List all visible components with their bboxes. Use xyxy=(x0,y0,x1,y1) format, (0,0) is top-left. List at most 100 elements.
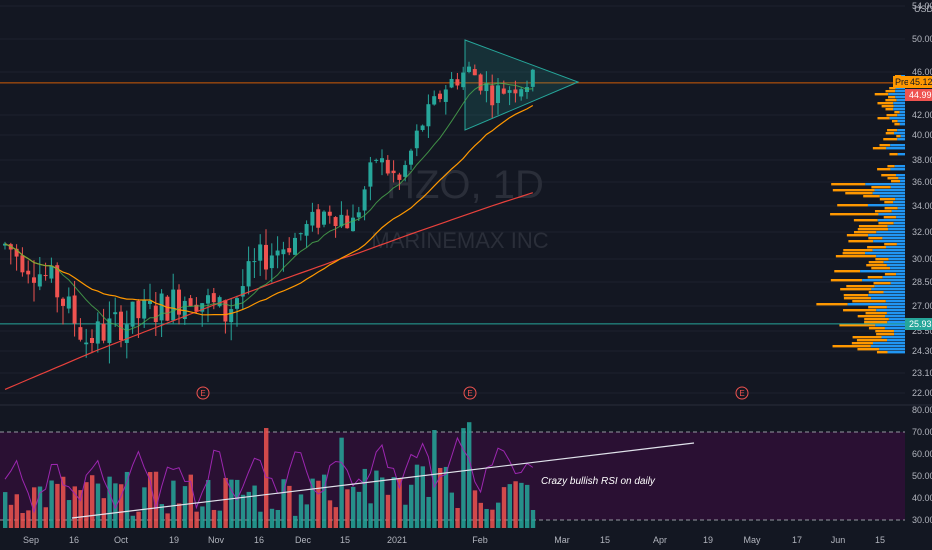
vp-bar-down xyxy=(848,240,874,243)
time-axis[interactable]: Sep 16 Oct 19 Nov 16 Dec 15 2021 Feb Mar 15 Apr 19 May… xyxy=(23,535,885,545)
vp-bar-down xyxy=(891,120,898,123)
vp-bar-down xyxy=(872,147,887,150)
candle-body xyxy=(345,215,350,229)
candle-body xyxy=(200,303,205,312)
volume-bar xyxy=(66,500,72,528)
vp-bar-up xyxy=(900,135,905,138)
candle-body xyxy=(171,289,176,321)
vp-bar-down xyxy=(868,306,887,309)
volume-bar xyxy=(188,474,193,528)
vp-bar-down xyxy=(868,327,885,330)
vp-bar-up xyxy=(886,306,905,309)
vp-bar-down xyxy=(894,111,900,114)
price-pane[interactable]: HZO, 1D MARINEMAX INC E E E xyxy=(0,5,905,400)
volume-bar xyxy=(200,506,205,528)
vp-bar-up xyxy=(900,180,905,183)
price-axis-labels: 54.00 50.00 46.00 42.00 40.00 38.00 36.00 34.00… xyxy=(912,1,932,398)
volume-bar xyxy=(339,437,344,528)
candle-body xyxy=(391,170,396,174)
volume-bar xyxy=(72,486,77,528)
earnings-marker-circle[interactable] xyxy=(463,386,477,400)
earnings-marker-circle[interactable] xyxy=(196,386,210,400)
vp-bar-up xyxy=(878,213,905,216)
candle-body xyxy=(351,217,355,232)
vp-bar-up xyxy=(896,273,905,276)
vp-bar-down xyxy=(840,288,872,291)
vp-bar-down xyxy=(883,138,898,141)
time-tick-label: Feb xyxy=(472,535,488,545)
vp-bar-down xyxy=(877,102,894,105)
time-tick-label: Apr xyxy=(653,535,667,545)
candle-body xyxy=(368,162,373,187)
rsi-annotation[interactable]: Crazy bullish RSI on daily xyxy=(541,476,656,487)
earnings-marker-label: E xyxy=(467,389,472,398)
last-price: 44.99 xyxy=(909,90,932,100)
vp-bar-up xyxy=(876,231,905,234)
vp-bar-down xyxy=(857,228,889,231)
vp-bar-up xyxy=(889,117,905,120)
volume-bar xyxy=(397,478,402,528)
rsi-line xyxy=(4,436,534,514)
candle-body xyxy=(327,211,332,216)
vp-bar-up xyxy=(896,99,905,102)
candle-body xyxy=(78,327,83,340)
vp-bar-down xyxy=(883,216,897,219)
time-tick-label: Dec xyxy=(295,535,312,545)
vp-bar-up xyxy=(887,339,905,342)
volume-bar xyxy=(55,483,60,528)
earnings-marker-circle[interactable] xyxy=(735,386,749,400)
candle-body xyxy=(333,217,338,227)
volume-bar xyxy=(333,507,338,528)
candle-body xyxy=(490,85,495,106)
vp-bar-down xyxy=(851,342,873,345)
price-scale[interactable]: USD 54.00 50.00 46.00 42.00 40.00 38.00 36.00 3… xyxy=(893,1,932,525)
vp-bar-down xyxy=(888,96,896,99)
vp-bar-up xyxy=(868,294,905,297)
vp-bar-down xyxy=(852,300,886,303)
volume-bar xyxy=(426,496,431,528)
price-tick-label: 40.00 xyxy=(912,130,932,140)
volume-bar xyxy=(368,503,373,528)
candle-body xyxy=(432,96,437,105)
vp-bar-up xyxy=(896,216,905,219)
vp-bar-down xyxy=(853,219,878,222)
time-tick-label: Jun xyxy=(831,535,846,545)
rsi-trendline-drawing[interactable] xyxy=(71,442,695,519)
time-tick-label: 17 xyxy=(792,535,802,545)
candle-body xyxy=(107,318,112,343)
vp-bar-up xyxy=(890,168,905,171)
vp-bar-down xyxy=(852,336,882,339)
candle-body xyxy=(72,295,77,324)
vp-bar-down xyxy=(863,195,880,198)
volume-bar xyxy=(484,508,489,528)
candle-body xyxy=(177,289,181,315)
rsi-pane[interactable]: Crazy bullish RSI on daily xyxy=(0,422,905,528)
vp-bar-up xyxy=(895,90,905,93)
candle-body xyxy=(409,150,413,165)
candle-body xyxy=(426,104,431,127)
candle-body xyxy=(188,298,193,306)
vp-bar-up xyxy=(867,204,905,207)
volume-bar xyxy=(467,422,472,528)
vp-bar-down xyxy=(830,213,879,216)
volume-bar xyxy=(90,475,95,528)
vp-bar-down xyxy=(874,210,892,213)
price-tick-label: 23.10 xyxy=(912,368,932,378)
candle-body xyxy=(403,165,408,177)
vp-bar-down xyxy=(889,87,896,90)
candle-body xyxy=(438,93,442,100)
vp-bar-up xyxy=(895,198,905,201)
vp-bar-down xyxy=(865,312,887,315)
pre-price-tag: 45.12 xyxy=(908,76,932,88)
candle-body xyxy=(159,293,164,321)
vp-bar-down xyxy=(837,204,868,207)
vp-bar-up xyxy=(896,243,905,246)
time-tick-label: 15 xyxy=(875,535,885,545)
volume-bar xyxy=(252,485,257,528)
price-tick-label: 46.00 xyxy=(912,67,932,77)
vp-bar-up xyxy=(897,120,905,123)
candle-body xyxy=(507,90,512,93)
candle-body xyxy=(66,296,71,309)
volume-bar xyxy=(37,486,43,528)
